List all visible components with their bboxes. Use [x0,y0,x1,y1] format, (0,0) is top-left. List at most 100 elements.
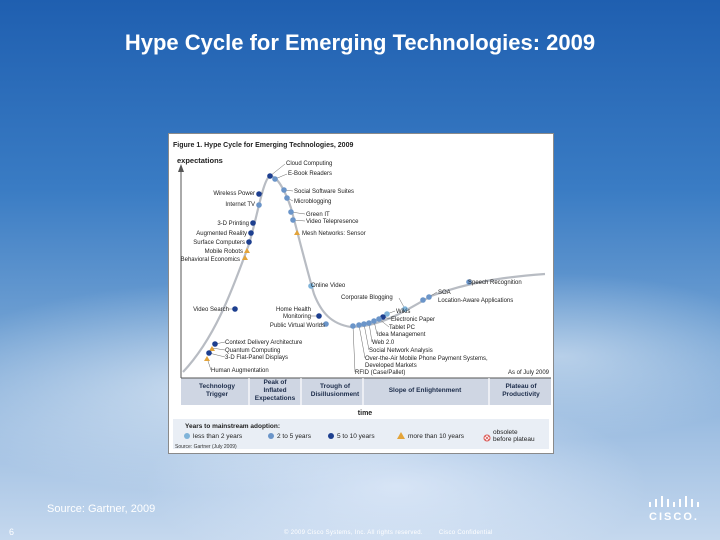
marker-tablet-pc [376,316,382,322]
marker-speech-recognition [466,279,472,285]
label-tablet-pc: Tablet PC [389,325,416,331]
phase-peak-line1: Peak of [263,379,287,386]
phase-plateau-line1: Plateau of [505,383,537,390]
marker-human-augmentation [204,356,210,361]
legend-swatch-5-to-10 [328,433,334,439]
legend-swatch-more-than-10 [397,432,405,439]
marker-web-2 [366,320,372,326]
marker-3d-printing [250,220,256,226]
label-wikis: Wikis [396,309,410,315]
label-monitoring: Monitoring [283,314,311,320]
label-video-telepresence: Video Telepresence [306,219,359,225]
marker-behavioral-economics [242,255,248,260]
hype-cycle-figure: Figure 1. Hype Cycle for Emerging Techno… [168,133,554,454]
label-video-search: Video Search [193,307,229,313]
phase-trigger-line2: Trigger [206,391,229,398]
cisco-logo: CISCO. [644,494,704,526]
as-of-label: As of July 2009 [508,370,550,376]
technology-labels: Cloud Computing E-Book Readers Wireless … [181,161,550,376]
marker-microblogging [284,195,290,201]
phase-labels: Technology Trigger Peak of Inflated Expe… [199,379,540,402]
label-rfid: RFID (Case/Pallet) [355,370,405,376]
marker-social-software-suites [281,187,287,193]
marker-home-health [316,313,322,319]
label-social-software-suites: Social Software Suites [294,189,354,195]
marker-mobile-robots [244,248,250,253]
cisco-wordmark: CISCO. [649,511,699,523]
marker-online-video [308,283,314,289]
legend-label-more-than-10: more than 10 years [408,433,465,440]
phase-peak-line3: Expectations [255,395,296,402]
phase-plateau-line2: Productivity [502,391,540,398]
marker-cloud-computing [267,173,273,179]
legend-swatch-2-to-5 [268,433,274,439]
hype-cycle-diagram: Figure 1. Hype Cycle for Emerging Techno… [173,142,551,450]
slide-title: Hype Cycle for Emerging Technologies: 20… [124,30,596,55]
legend-label-before-plateau: before plateau [493,436,535,443]
legend: less than 2 years 2 to 5 years 5 to 10 y… [184,429,535,443]
marker-soa [426,294,432,300]
label-human-augmentation: Human Augmentation [211,368,269,374]
marker-context-delivery [212,341,218,347]
legend-label-2-to-5: 2 to 5 years [277,433,312,440]
label-surface-computers: Surface Computers [193,240,245,246]
label-online-video: Online Video [311,283,346,289]
label-quantum-computing: Quantum Computing [225,348,280,354]
marker-e-book-readers [272,176,278,182]
label-home-health: Home Health [276,307,311,313]
slide-source: Source: Gartner, 2009 [47,503,156,515]
label-speech-recognition: Speech Recognition [468,280,522,286]
marker-wikis [384,311,390,317]
label-cloud-computing: Cloud Computing [286,161,332,167]
marker-mesh-networks [294,230,300,235]
label-augmented-reality: Augmented Reality [196,231,247,237]
figure-caption: Figure 1. Hype Cycle for Emerging Techno… [173,142,353,149]
page-number: 6 [9,527,15,537]
footer: © 2009 Cisco Systems, Inc. All rights re… [284,530,507,536]
phase-trough-line1: Trough of [320,383,351,390]
label-behavioral-economics: Behavioral Economics [181,257,240,263]
footer-copyright: © 2009 Cisco Systems, Inc. All rights re… [284,530,423,536]
cisco-bars-icon [649,496,699,507]
marker-3d-flat-panel [206,350,212,356]
y-axis-label: expectations [177,156,223,165]
label-3d-flat-panel: 3-D Flat-Panel Displays [225,355,288,361]
curve-markers [204,163,472,373]
legend-swatch-less-than-2 [184,433,190,439]
marker-idea-management [371,318,377,324]
x-axis-label: time [358,410,373,417]
label-3d-printing: 3-D Printing [217,221,249,227]
label-corporate-blogging: Corporate Blogging [341,295,393,301]
label-idea-management: Idea Management [377,332,426,338]
label-social-network-analysis: Social Network Analysis [369,348,433,354]
label-internet-tv: Internet TV [225,202,255,208]
label-mobile-payment: Over-the-Air Mobile Phone Payment System… [365,356,488,362]
legend-title: Years to mainstream adoption: [185,423,280,430]
marker-social-network-analysis [361,321,367,327]
marker-video-telepresence [290,217,296,223]
footer-confidential: Cisco Confidential [438,530,493,536]
marker-surface-computers [246,239,252,245]
label-context-delivery: Context Delivery Architecture [225,340,303,346]
marker-location-aware [420,297,426,303]
phase-dividers [248,378,490,405]
marker-public-virtual-worlds [323,321,329,327]
marker-augmented-reality [248,230,254,236]
marker-mobile-payment [356,322,362,328]
legend-label-5-to-10: 5 to 10 years [337,433,375,440]
marker-corporate-blogging [402,306,408,312]
marker-internet-tv [256,202,262,208]
phase-trigger-line1: Technology [199,383,235,390]
phase-slope: Slope of Enlightenment [389,387,462,394]
label-public-virtual-worlds: Public Virtual Worlds [270,323,325,329]
y-axis-arrow [178,164,184,172]
phase-band [181,378,551,405]
marker-quantum-computing [209,346,215,351]
label-electronic-paper: Electronic Paper [391,317,435,323]
label-location-aware: Location-Aware Applications [438,298,513,304]
legend-box [173,419,549,449]
label-e-book-readers: E-Book Readers [288,171,332,177]
figure-source-note: Source: Gartner (July 2009) [175,444,237,450]
label-mesh-networks: Mesh Networks: Sensor [302,231,366,237]
label-mobile-robots: Mobile Robots [205,249,243,255]
